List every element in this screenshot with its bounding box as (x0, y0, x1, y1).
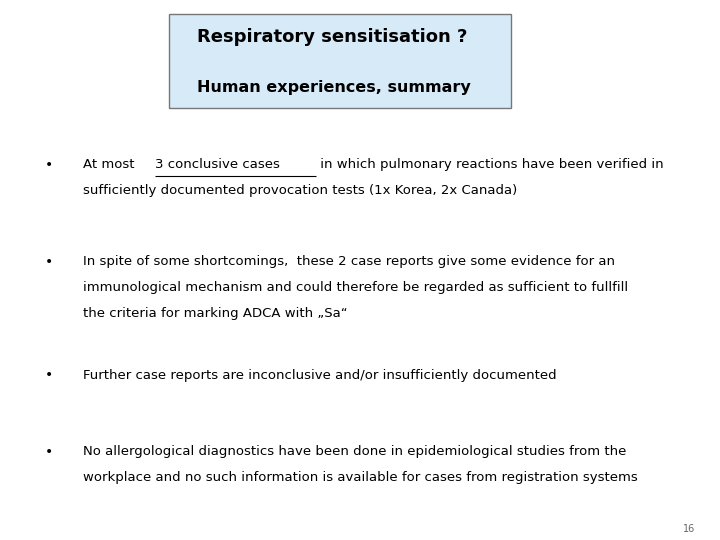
Text: immunological mechanism and could therefore be regarded as sufficient to fullfil: immunological mechanism and could theref… (83, 281, 628, 294)
FancyBboxPatch shape (169, 14, 511, 108)
Text: the criteria for marking ADCA with „Sa“: the criteria for marking ADCA with „Sa“ (83, 307, 348, 320)
Text: Human experiences, summary: Human experiences, summary (197, 80, 470, 94)
Text: At most: At most (83, 158, 138, 171)
Text: 16: 16 (683, 523, 695, 534)
Text: In spite of some shortcomings,  these 2 case reports give some evidence for an: In spite of some shortcomings, these 2 c… (83, 255, 615, 268)
Text: Respiratory sensitisation ?: Respiratory sensitisation ? (197, 28, 467, 46)
Text: 3 conclusive cases: 3 conclusive cases (155, 158, 279, 171)
Text: workplace and no such information is available for cases from registration syste: workplace and no such information is ava… (83, 471, 637, 484)
Text: in which pulmonary reactions have been verified in: in which pulmonary reactions have been v… (316, 158, 664, 171)
Text: •: • (45, 445, 53, 459)
Text: •: • (45, 255, 53, 269)
Text: •: • (45, 368, 53, 382)
Text: sufficiently documented provocation tests (1x Korea, 2x Canada): sufficiently documented provocation test… (83, 184, 517, 197)
Text: No allergological diagnostics have been done in epidemiological studies from the: No allergological diagnostics have been … (83, 446, 626, 458)
Text: •: • (45, 158, 53, 172)
Text: Further case reports are inconclusive and/or insufficiently documented: Further case reports are inconclusive an… (83, 369, 557, 382)
